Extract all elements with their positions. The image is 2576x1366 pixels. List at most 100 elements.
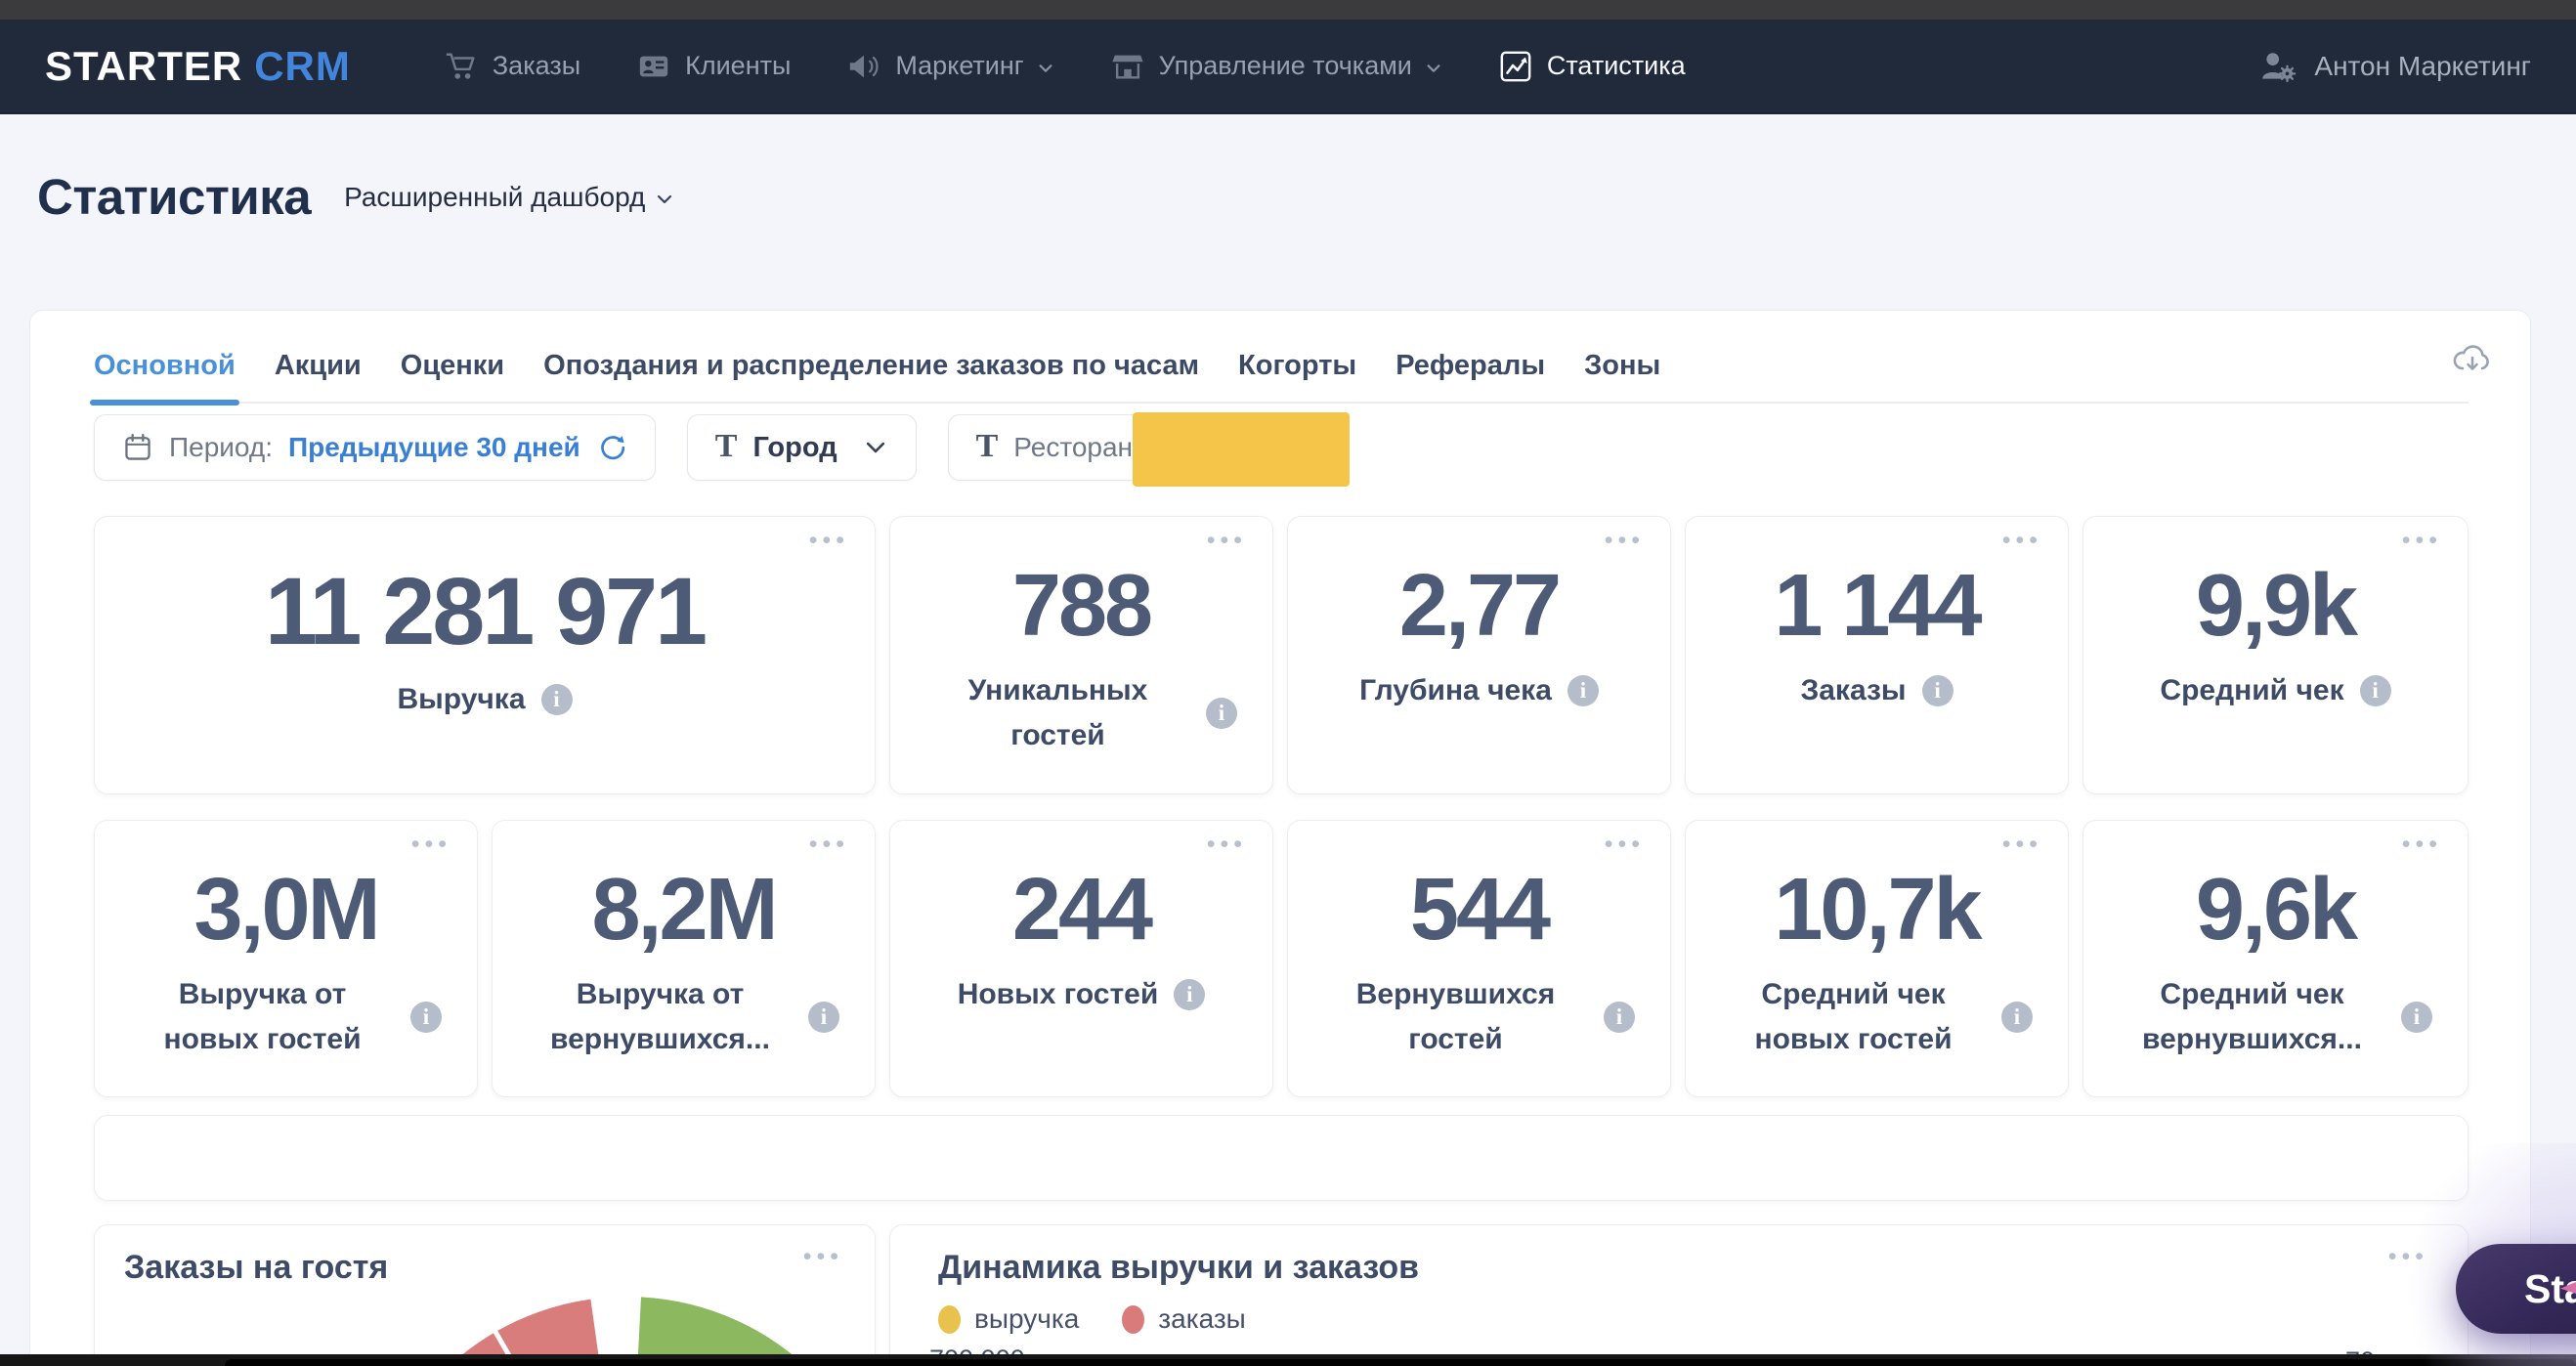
info-icon[interactable]: i	[2001, 1002, 2033, 1033]
info-icon[interactable]: i	[540, 684, 573, 716]
card-menu-dots-icon[interactable]: •••	[802, 1243, 843, 1270]
kpi-value: 9,6k	[2195, 861, 2358, 959]
pie-slice-green[interactable]	[627, 1297, 876, 1366]
card-menu-dots-icon[interactable]: •••	[1604, 527, 1645, 554]
legend-item-orders[interactable]: заказы	[1122, 1303, 1246, 1335]
dashboard-tabs: Основной Акции Оценки Опоздания и распре…	[90, 350, 2469, 406]
kpi-card-returning-guests: ••• 544 Вернувшихся гостей i	[1287, 820, 1671, 1097]
kpi-card-revenue: ••• 11 281 971 Выручка i	[94, 516, 876, 794]
tab-promos[interactable]: Акции	[274, 350, 362, 381]
redaction-highlight	[1133, 412, 1350, 487]
page-title: Статистика	[37, 169, 312, 225]
calendar-icon	[122, 432, 153, 463]
tab-referrals[interactable]: Рефералы	[1395, 350, 1546, 381]
logo-crm: CRM	[254, 42, 351, 89]
kpi-label: Вернувшихся гостей	[1355, 977, 1556, 1056]
city-label: Город	[752, 431, 837, 463]
info-icon[interactable]: i	[2359, 674, 2391, 706]
kpi-label: Выручка	[397, 682, 526, 715]
nav-item-statistics[interactable]: Статистика	[1499, 50, 1686, 83]
legend-label: выручка	[974, 1303, 1080, 1334]
kpi-label: Глубина чека	[1359, 673, 1552, 706]
kpi-value: 3,0M	[193, 861, 380, 959]
page-header: Статистика Расширенный дашборд	[37, 168, 674, 226]
restaurant-filter[interactable]: T Ресторан:	[947, 414, 1169, 481]
chat-widget-button[interactable]: Starter	[2456, 1244, 2576, 1334]
dashboard-selector[interactable]: Расширенный дашборд	[344, 182, 674, 213]
info-icon[interactable]: i	[1206, 698, 1237, 729]
megaphone-icon	[847, 50, 880, 83]
kpi-label: Выручка от вернувшихся...	[550, 977, 770, 1056]
card-menu-dots-icon[interactable]: •••	[1206, 527, 1247, 554]
tab-zones[interactable]: Зоны	[1584, 350, 1661, 381]
bottom-dock-bar-inner	[225, 1359, 2576, 1366]
kpi-value: 10,7k	[1774, 861, 1982, 959]
tab-ratings[interactable]: Оценки	[400, 350, 505, 381]
info-icon[interactable]: i	[410, 1002, 442, 1033]
card-menu-dots-icon[interactable]: •••	[2401, 831, 2442, 858]
kpi-value: 2,77	[1398, 557, 1562, 655]
nav-item-orders[interactable]: Заказы	[445, 50, 580, 83]
chevron-down-icon	[1425, 60, 1442, 77]
kpi-value: 244	[1011, 861, 1153, 959]
card-menu-dots-icon[interactable]: •••	[2001, 831, 2042, 858]
store-icon	[1111, 50, 1144, 83]
chart-title: Динамика выручки и заказов	[938, 1249, 1420, 1286]
nav-label: Клиенты	[685, 51, 792, 80]
info-icon[interactable]: i	[2401, 1002, 2432, 1033]
dashboard-container: Основной Акции Оценки Опоздания и распре…	[29, 310, 2531, 1366]
kpi-value: 788	[1011, 557, 1153, 655]
nav-label: Статистика	[1546, 51, 1686, 80]
info-icon[interactable]: i	[1174, 978, 1206, 1010]
nav-items: Заказы Клиенты Маркетинг	[445, 50, 1686, 83]
period-filter[interactable]: Период: Предыдущие 30 дней	[94, 414, 656, 481]
filters-row: Период: Предыдущие 30 дней T Город T Рес…	[94, 412, 1350, 487]
nav-item-locations[interactable]: Управление точками	[1111, 50, 1442, 83]
legend-dot-red	[1122, 1304, 1145, 1334]
nav-label: Маркетинг	[895, 51, 1024, 80]
text-filter-icon: T	[975, 427, 999, 464]
info-icon[interactable]: i	[1567, 674, 1599, 706]
nav-label: Управление точками	[1158, 51, 1412, 80]
info-icon[interactable]: i	[808, 1002, 839, 1033]
card-menu-dots-icon[interactable]: •••	[808, 527, 849, 554]
kpi-label: Средний чек	[2160, 673, 2344, 706]
chevron-down-icon	[655, 190, 674, 209]
kpi-card-avg-check-returning: ••• 9,6k Средний чек вернувшихся... i	[2082, 820, 2469, 1097]
city-filter[interactable]: T Город	[686, 414, 917, 481]
cart-icon	[445, 50, 478, 83]
restaurant-label: Ресторан:	[1013, 432, 1140, 462]
tab-main[interactable]: Основной	[90, 350, 239, 406]
user-name: Антон Маркетинг	[2314, 50, 2531, 81]
period-label: Период:	[169, 432, 273, 462]
chart-title: Заказы на гостя	[124, 1249, 389, 1286]
nav-item-marketing[interactable]: Маркетинг	[847, 50, 1053, 83]
card-menu-dots-icon[interactable]: •••	[808, 831, 849, 858]
card-menu-dots-icon[interactable]: •••	[2401, 527, 2442, 554]
nav-item-clients[interactable]: Клиенты	[637, 50, 791, 83]
info-icon[interactable]: i	[1921, 674, 1953, 706]
cloud-download-icon[interactable]	[2452, 342, 2491, 377]
legend-item-revenue[interactable]: выручка	[938, 1303, 1079, 1335]
kpi-label: Средний чек новых гостей	[1754, 977, 1953, 1056]
kpi-card-orders: ••• 1 144 Заказы i	[1685, 516, 2069, 794]
card-menu-dots-icon[interactable]: •••	[2001, 527, 2042, 554]
logo-starter: STARTER	[45, 42, 243, 89]
card-menu-dots-icon[interactable]: •••	[1206, 831, 1247, 858]
app-logo[interactable]: STARTER CRM	[45, 43, 351, 90]
kpi-value: 8,2M	[591, 861, 778, 959]
info-icon[interactable]: i	[1604, 1002, 1635, 1033]
user-menu[interactable]: Антон Маркетинг	[2259, 48, 2531, 85]
pie-slice-red[interactable]	[411, 1299, 627, 1366]
kpi-value: 1 144	[1774, 557, 1982, 655]
card-menu-dots-icon[interactable]: •••	[1604, 831, 1645, 858]
tab-delays[interactable]: Опоздания и распределение заказов по час…	[543, 350, 1200, 381]
kpi-card-check-depth: ••• 2,77 Глубина чека i	[1287, 516, 1671, 794]
tab-cohorts[interactable]: Когорты	[1238, 350, 1357, 381]
kpi-card-new-guests: ••• 244 Новых гостей i	[889, 820, 1273, 1097]
revenue-orders-dynamics-card: Динамика выручки и заказов ••• выручка з…	[889, 1224, 2469, 1366]
kpi-label: Заказы	[1800, 673, 1907, 706]
refresh-icon[interactable]	[596, 432, 627, 463]
card-menu-dots-icon[interactable]: •••	[410, 831, 451, 858]
kpi-card-avg-check: ••• 9,9k Средний чек i	[2082, 516, 2469, 794]
